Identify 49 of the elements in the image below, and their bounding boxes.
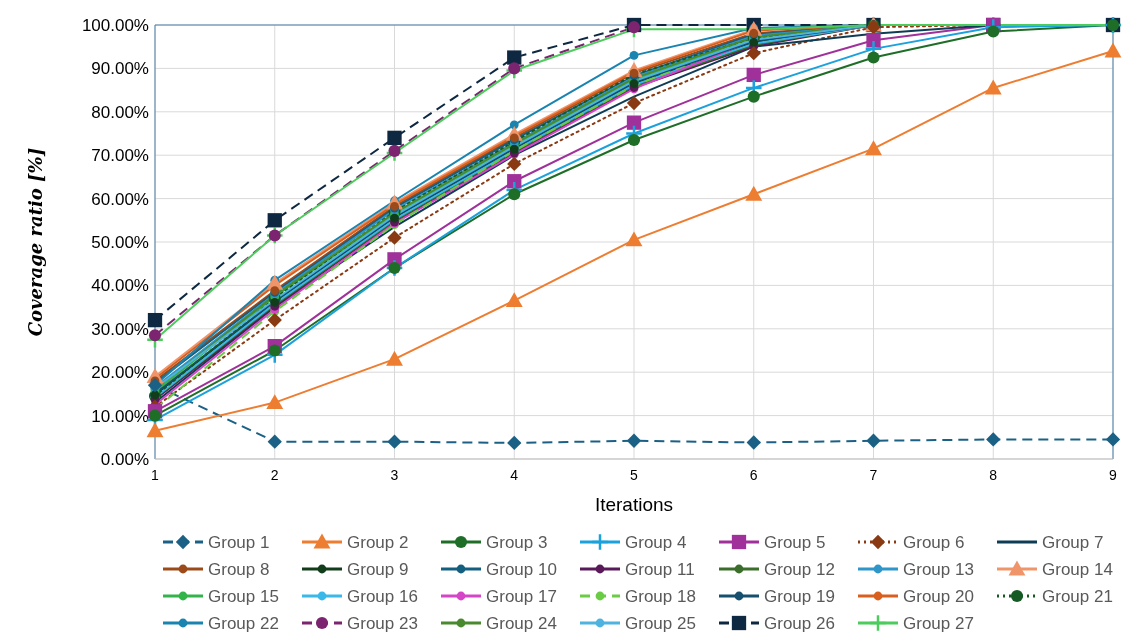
- legend-label: Group 4: [625, 532, 687, 552]
- y-tick-label: 50.00%: [91, 232, 149, 252]
- legend-label: Group 18: [625, 586, 696, 606]
- y-tick-label: 60.00%: [91, 189, 149, 209]
- y-tick-label: 10.00%: [91, 406, 149, 426]
- y-tick-label: 0.00%: [100, 449, 149, 469]
- legend-label: Group 10: [486, 559, 557, 579]
- y-tick-label: 70.00%: [91, 146, 149, 166]
- legend-label: Group 20: [903, 586, 974, 606]
- y-tick-label: 20.00%: [91, 363, 149, 383]
- x-tick-label: 7: [869, 467, 878, 483]
- x-tick-label: 8: [989, 467, 998, 483]
- legend-label: Group 24: [486, 613, 557, 633]
- legend-label: Group 13: [903, 559, 974, 579]
- legend-label: Group 16: [347, 586, 418, 606]
- legend-label: Group 3: [486, 532, 548, 552]
- y-axis-title: Coverage ratio [%]: [25, 147, 46, 337]
- x-tick-label: 4: [510, 467, 519, 483]
- legend-label: Group 9: [347, 559, 409, 579]
- legend-label: Group 17: [486, 586, 557, 606]
- legend-label: Group 19: [764, 586, 835, 606]
- legend-label: Group 25: [625, 613, 696, 633]
- legend-label: Group 12: [764, 559, 835, 579]
- legend-label: Group 15: [208, 586, 279, 606]
- legend-label: Group 6: [903, 532, 965, 552]
- y-tick-label: 100.00%: [81, 15, 149, 35]
- legend-label: Group 21: [1042, 586, 1113, 606]
- x-tick-label: 1: [151, 467, 160, 483]
- legend-label: Group 5: [764, 532, 826, 552]
- x-tick-label: 6: [749, 467, 758, 483]
- x-axis-title: Iterations: [594, 494, 674, 515]
- legend-label: Group 22: [208, 613, 279, 633]
- x-tick-label: 3: [390, 467, 399, 483]
- y-tick-label: 40.00%: [91, 276, 149, 296]
- legend-label: Group 7: [1042, 532, 1104, 552]
- y-tick-label: 90.00%: [91, 59, 149, 79]
- x-tick-label: 2: [270, 467, 279, 483]
- legend-label: Group 2: [347, 532, 409, 552]
- x-tick-label: 9: [1109, 467, 1118, 483]
- legend-label: Group 1: [208, 532, 270, 552]
- legend-label: Group 11: [625, 559, 695, 579]
- legend-label: Group 8: [208, 559, 270, 579]
- legend-label: Group 14: [1042, 559, 1113, 579]
- x-tick-label: 5: [630, 467, 639, 483]
- legend-label: Group 27: [903, 613, 974, 633]
- y-tick-label: 30.00%: [91, 319, 149, 339]
- legend-label: Group 26: [764, 613, 835, 633]
- legend-label: Group 23: [347, 613, 418, 633]
- y-tick-label: 80.00%: [91, 102, 149, 122]
